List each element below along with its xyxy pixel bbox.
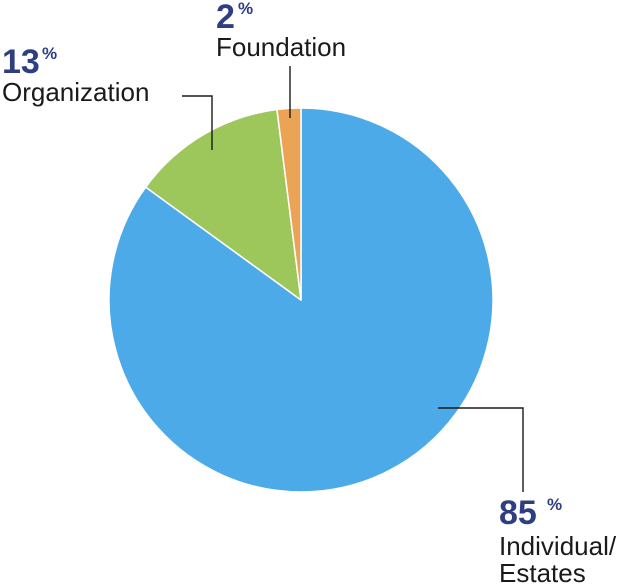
label-individual-unit: % <box>547 495 562 514</box>
label-foundation-unit: % <box>238 0 253 18</box>
label-foundation-value: 2 <box>216 0 235 36</box>
label-organization-value: 13 <box>2 43 40 81</box>
label-organization-line1: Organization <box>2 77 149 107</box>
slice-foundation <box>276 107 302 301</box>
slice-organization <box>144 108 302 301</box>
label-individual-line1: Individual/ <box>499 531 617 561</box>
label-organization-unit: % <box>42 44 57 63</box>
label-foundation-line1: Foundation <box>216 32 346 62</box>
leader-line-organization <box>182 95 213 150</box>
label-individual-line2: Estates <box>499 558 586 587</box>
leader-line-individual <box>438 407 524 492</box>
label-individual-value: 85 <box>499 494 537 532</box>
pie-slices <box>108 107 494 493</box>
